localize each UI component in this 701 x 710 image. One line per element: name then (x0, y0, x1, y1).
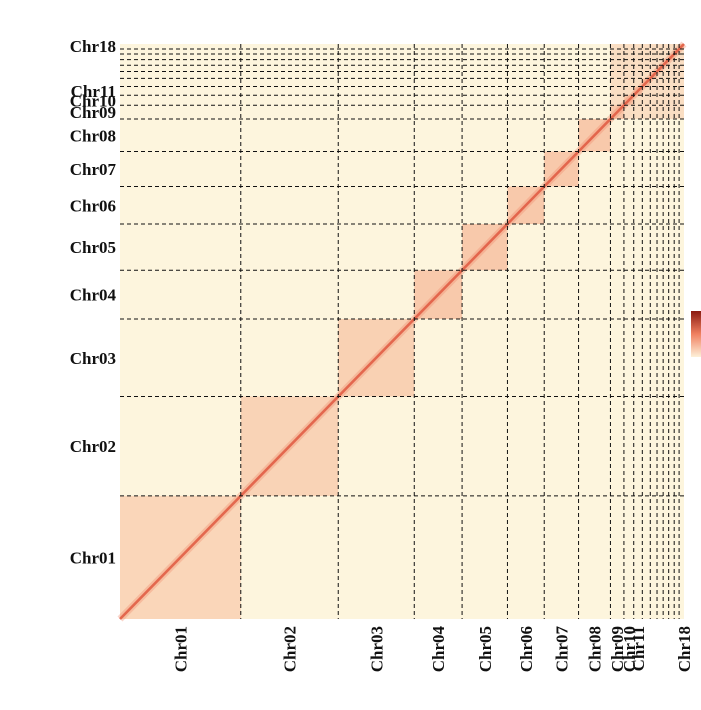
x-tick-label-chr11: Chr11 (629, 626, 648, 671)
y-tick-label-chr09: Chr09 (70, 103, 116, 122)
y-tick-label-chr04: Chr04 (70, 286, 117, 305)
y-tick-label-chr03: Chr03 (70, 349, 116, 368)
y-tick-label-chr18: Chr18 (70, 37, 116, 56)
x-tick-label-chr04: Chr04 (429, 626, 448, 673)
y-tick-label-chr02: Chr02 (70, 437, 116, 456)
y-tick-label-chr06: Chr06 (70, 196, 116, 215)
x-axis-labels: Chr01 Chr02 Chr03 Chr04 Chr05 Chr06 Chr07 Chr08… (171, 626, 694, 673)
x-tick-label-chr01: Chr01 (171, 626, 190, 672)
x-tick-label-chr10: Chr10 (620, 626, 639, 672)
contact-diagonal (119, 43, 685, 620)
x-tick-label-chr05: Chr05 (476, 626, 495, 672)
colorbar (691, 311, 701, 357)
x-tick-label-chr02: Chr02 (281, 626, 300, 672)
contact-diagonal-halo (117, 41, 687, 622)
x-tick-label-chr06: Chr06 (517, 626, 536, 672)
x-tick-label-chr03: Chr03 (367, 626, 386, 672)
x-tick-label-chr09: Chr09 (608, 626, 627, 672)
x-tick-label-chr07: Chr07 (552, 626, 571, 673)
y-tick-label-chr10: Chr10 (70, 91, 116, 110)
y-axis-labels: Chr01 Chr02 Chr03 Chr04 Chr05 Chr06 Chr07 Chr08… (70, 37, 117, 567)
y-tick-label-chr07: Chr07 (70, 160, 117, 179)
x-tick-label-chr08: Chr08 (586, 626, 605, 672)
x-tick-label-chr18: Chr18 (675, 626, 694, 672)
y-tick-label-chr01: Chr01 (70, 548, 116, 567)
chromosome-boundary-grid (120, 44, 684, 619)
y-tick-label-chr11: Chr11 (71, 82, 116, 101)
heatmap-area (117, 41, 687, 622)
y-tick-label-chr05: Chr05 (70, 238, 116, 257)
y-tick-label-chr08: Chr08 (70, 126, 116, 145)
